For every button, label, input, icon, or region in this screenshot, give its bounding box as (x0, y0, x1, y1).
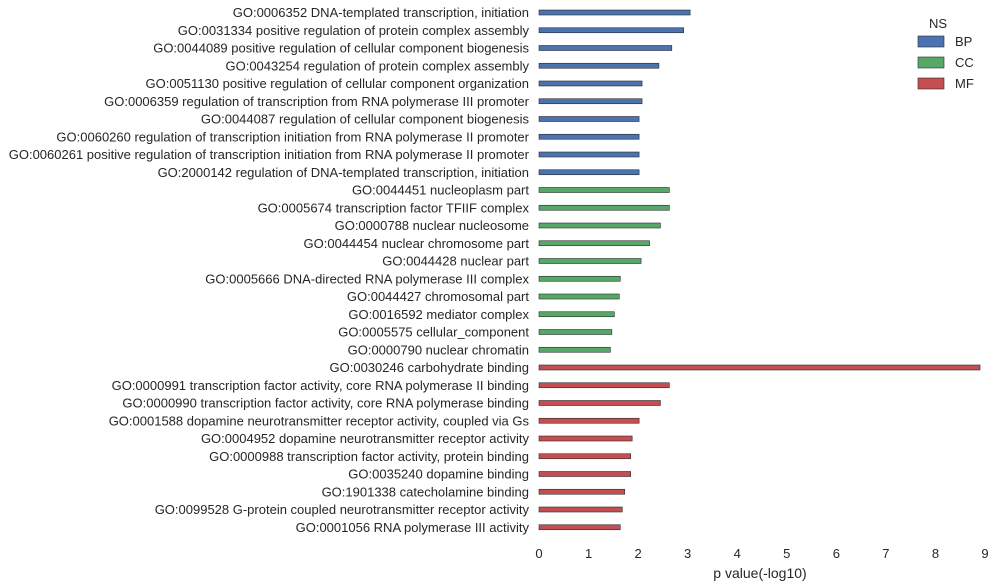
category-label: GO:0044089 positive regulation of cellul… (153, 41, 529, 56)
category-label: GO:0060261 positive regulation of transc… (9, 147, 530, 162)
category-label: GO:0060260 regulation of transcription i… (56, 129, 529, 144)
bar-mf (538, 435, 633, 442)
bar-mf (538, 506, 623, 513)
bar-bp (538, 45, 673, 51)
category-label: GO:0051130 positive regulation of cellul… (146, 76, 530, 91)
bar-cc (538, 329, 613, 335)
category-label: GO:0035240 dopamine binding (348, 467, 529, 482)
bar-bp (538, 151, 640, 158)
category-label: GO:0044087 regulation of cellular compon… (201, 112, 530, 127)
category-label: GO:0044428 nuclear part (382, 254, 529, 269)
category-label: GO:0001056 RNA polymerase III activity (296, 520, 530, 535)
category-label: GO:0044451 nucleoplasm part (352, 183, 529, 198)
bar-mf (538, 417, 640, 424)
x-tick-label: 2 (634, 546, 641, 561)
x-tick-label: 4 (734, 546, 741, 561)
bar-cc (538, 187, 670, 193)
bar-bp (538, 98, 643, 105)
legend: NS BP CC MF (917, 16, 974, 91)
bar-mf (538, 400, 661, 406)
bar-mf (538, 364, 981, 371)
x-tick-label: 0 (535, 546, 542, 561)
category-label: GO:0031334 positive regulation of protei… (178, 23, 530, 38)
x-axis-title: p value(-log10) (713, 565, 806, 581)
category-label: GO:0016592 mediator complex (348, 307, 529, 322)
bar-bp (538, 116, 640, 122)
bar-bp (538, 133, 640, 140)
category-label: GO:0006359 regulation of transcription f… (104, 94, 530, 109)
bar-cc (538, 222, 661, 229)
x-tick-label: 9 (981, 546, 988, 561)
bar-mf (538, 524, 621, 531)
category-label: GO:0000788 nuclear nucleosome (335, 218, 529, 233)
bar-mf (538, 471, 631, 477)
category-label: GO:0005674 transcription factor TFIIF co… (258, 200, 530, 215)
bar-bp (538, 62, 660, 69)
bar-cc (538, 258, 642, 264)
x-tick-label: 5 (783, 546, 790, 561)
category-label: GO:0000991 transcription factor activity… (112, 378, 529, 393)
bar-cc (538, 275, 621, 282)
category-label: GO:0043254 regulation of protein complex… (225, 58, 529, 73)
bars-layer (538, 9, 981, 531)
legend-swatch-cc (917, 56, 945, 69)
category-label: GO:0001588 dopamine neurotransmitter rec… (109, 413, 530, 428)
bar-bp (538, 27, 685, 34)
bar-cc (538, 293, 620, 300)
bar-cc (538, 346, 611, 353)
legend-swatch-bp (917, 35, 945, 48)
category-label: GO:0044454 nuclear chromosome part (304, 236, 530, 251)
x-tick-label: 1 (585, 546, 592, 561)
legend-label-bp: BP (955, 34, 972, 49)
category-label: GO:0000790 nuclear chromatin (348, 342, 529, 357)
category-label: GO:0044427 chromosomal part (347, 289, 529, 304)
bar-mf (538, 488, 626, 495)
category-labels: GO:0006352 DNA-templated transcription, … (9, 5, 530, 535)
legend-swatch-mf (917, 77, 945, 90)
bar-bp (538, 80, 643, 87)
x-tick-label: 6 (833, 546, 840, 561)
category-label: GO:2000142 regulation of DNA-templated t… (158, 165, 529, 180)
category-label: GO:0005575 cellular_component (338, 325, 529, 340)
x-tick-label: 8 (932, 546, 939, 561)
bar-mf (538, 453, 631, 460)
bar-cc (538, 240, 650, 247)
x-tick-label: 7 (882, 546, 889, 561)
category-label: GO:0006352 DNA-templated transcription, … (233, 5, 529, 20)
category-label: GO:0099528 G-protein coupled neurotransm… (155, 502, 530, 517)
bar-cc (538, 311, 615, 318)
category-label: GO:0004952 dopamine neurotransmitter rec… (201, 431, 530, 446)
bar-bp (538, 169, 640, 176)
x-axis: 0 1 2 3 4 5 6 7 8 9 (535, 546, 988, 561)
bar-bp (538, 9, 691, 16)
bar-mf (538, 382, 670, 389)
category-label: GO:0000990 transcription factor activity… (122, 396, 529, 411)
legend-label-cc: CC (955, 55, 974, 70)
category-label: GO:0030246 carbohydrate binding (330, 360, 529, 375)
category-label: GO:0000988 transcription factor activity… (209, 449, 529, 464)
category-label: GO:1901338 catecholamine binding (322, 484, 529, 499)
x-tick-label: 3 (684, 546, 691, 561)
category-label: GO:0005666 DNA-directed RNA polymerase I… (205, 271, 529, 286)
bar-cc (538, 204, 670, 211)
legend-label-mf: MF (955, 76, 974, 91)
legend-title: NS (929, 16, 947, 31)
